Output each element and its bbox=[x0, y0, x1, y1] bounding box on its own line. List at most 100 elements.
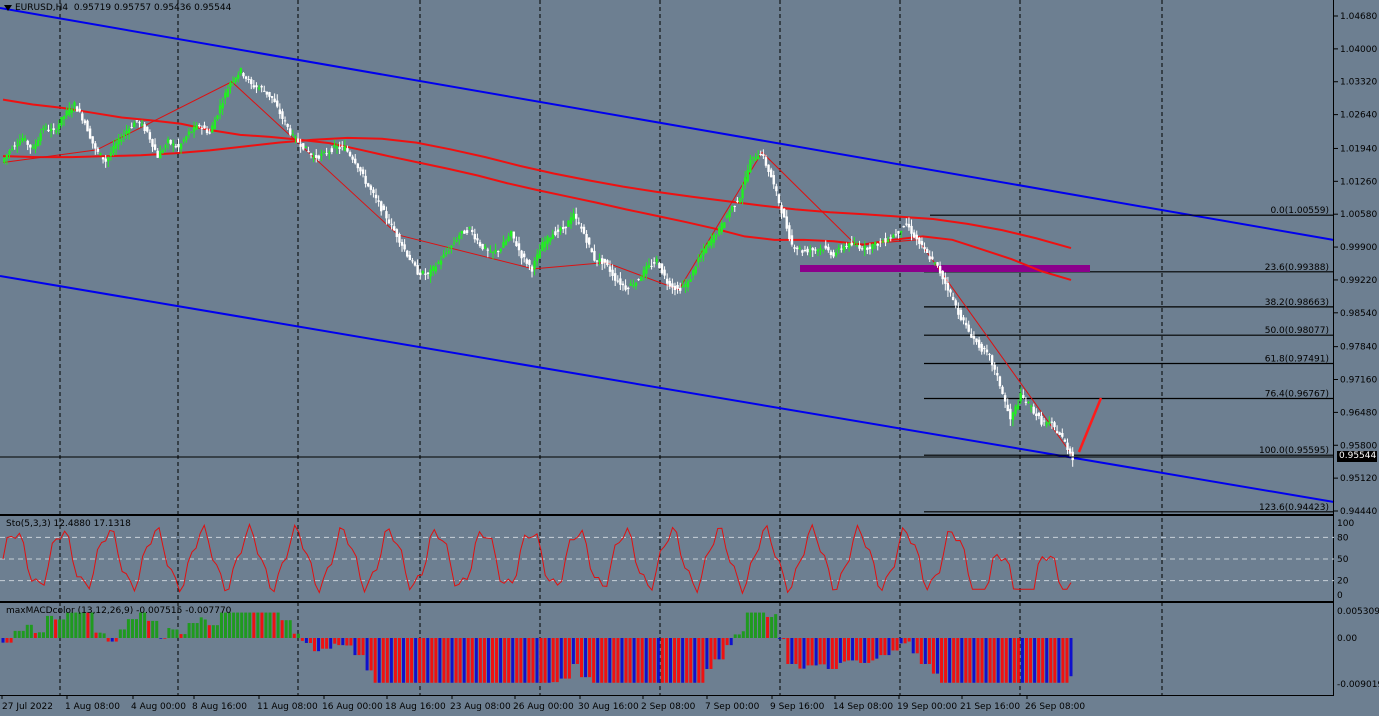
candle-body bbox=[593, 250, 596, 261]
candle-body bbox=[912, 232, 916, 238]
stoch-tick-label: 0 bbox=[1337, 591, 1343, 601]
candle-body bbox=[894, 234, 898, 236]
macd-bar bbox=[1061, 638, 1065, 683]
candle-body bbox=[598, 259, 601, 262]
macd-bar bbox=[175, 629, 179, 638]
candle-body bbox=[834, 252, 838, 256]
macd-bar bbox=[567, 638, 571, 679]
time-tick-label: 18 Aug 16:00 bbox=[385, 702, 446, 712]
macd-bar bbox=[600, 638, 604, 683]
macd-bar bbox=[118, 629, 122, 638]
time-grid bbox=[59, 0, 1163, 695]
candle-body bbox=[590, 248, 593, 253]
candle-body bbox=[743, 177, 747, 185]
macd-bar bbox=[325, 638, 329, 649]
macd-bar bbox=[329, 638, 333, 649]
macd-bar bbox=[143, 612, 147, 638]
candle-body bbox=[767, 164, 770, 173]
time-tick-label: 19 Sep 00:00 bbox=[897, 702, 957, 712]
macd-bar bbox=[628, 638, 632, 683]
candle-body bbox=[8, 151, 11, 154]
macd-bar bbox=[1045, 638, 1049, 683]
candle-body bbox=[351, 156, 354, 160]
time-tick-label: 26 Aug 00:00 bbox=[513, 702, 574, 712]
macd-bar bbox=[976, 638, 980, 683]
stoch-tick-label: 20 bbox=[1337, 577, 1349, 587]
candle-body bbox=[317, 155, 321, 159]
time-axis: 27 Jul 2022 1 Aug 08:00 4 Aug 00:00 8 Aug 1… bbox=[1, 695, 1085, 712]
macd-bar bbox=[814, 638, 818, 666]
candle-body bbox=[62, 115, 66, 120]
macd-bar bbox=[414, 638, 418, 683]
candle-body bbox=[775, 186, 778, 192]
ohlc-values: 0.95719 0.95757 0.95436 0.95544 bbox=[73, 3, 232, 13]
macd-bar bbox=[406, 638, 410, 683]
macd-bar bbox=[110, 638, 114, 642]
macd-bar bbox=[519, 638, 523, 683]
candle-body bbox=[915, 234, 918, 240]
candle-body bbox=[847, 243, 851, 248]
candle-body bbox=[512, 231, 516, 239]
macd-bar bbox=[296, 633, 300, 638]
candle-body bbox=[1071, 451, 1074, 461]
candle-body bbox=[166, 139, 170, 144]
candle-body bbox=[993, 364, 996, 370]
price-tick-label: 1.01940 bbox=[1340, 144, 1377, 154]
macd-header: maxMACDcolor (13,12,26,9) -0.007515 -0.0… bbox=[6, 606, 232, 616]
macd-bar bbox=[365, 638, 369, 671]
time-tick-label: 4 Aug 00:00 bbox=[131, 702, 186, 712]
candle-body bbox=[902, 225, 905, 228]
macd-bar bbox=[41, 632, 45, 638]
candle-body bbox=[268, 92, 271, 97]
macd-bar bbox=[681, 638, 685, 683]
candle-body bbox=[127, 128, 131, 134]
macd-bar bbox=[523, 638, 527, 683]
macd-bar bbox=[300, 638, 304, 641]
candle-body bbox=[250, 79, 253, 85]
macd-bar bbox=[782, 638, 786, 640]
candle-body bbox=[626, 287, 630, 290]
candle-body bbox=[1027, 402, 1030, 404]
time-tick-label: 9 Sep 16:00 bbox=[770, 702, 825, 712]
macd-bar bbox=[620, 638, 624, 683]
macd-bar bbox=[960, 638, 964, 683]
candle-body bbox=[816, 249, 820, 252]
candle-body bbox=[1035, 413, 1038, 416]
macd-bar bbox=[102, 633, 106, 638]
current-price-tag: 0.95544 bbox=[1337, 451, 1377, 462]
candle-body bbox=[151, 139, 154, 147]
candle-body bbox=[1019, 393, 1022, 402]
macd-bar bbox=[717, 638, 721, 660]
macd-bar bbox=[919, 638, 923, 664]
candle-body bbox=[751, 156, 755, 159]
macd-bar bbox=[794, 638, 798, 664]
candle-body bbox=[291, 134, 295, 136]
candle-body bbox=[390, 223, 393, 225]
candle-body bbox=[309, 153, 313, 156]
macd-bar bbox=[82, 612, 86, 638]
macd-bar bbox=[575, 638, 579, 664]
candle-body bbox=[278, 109, 282, 115]
candle-body bbox=[29, 144, 32, 148]
candle-body bbox=[819, 248, 822, 250]
macd-bar bbox=[713, 638, 717, 660]
macd-bar bbox=[964, 638, 968, 683]
macd-bar bbox=[996, 638, 1000, 683]
macd-bar bbox=[232, 612, 236, 638]
dropdown-icon[interactable] bbox=[4, 4, 12, 11]
candle-body bbox=[660, 263, 664, 274]
candle-body bbox=[322, 151, 326, 153]
macd-bar bbox=[992, 638, 996, 683]
macd-bar bbox=[353, 638, 357, 656]
macd-bar bbox=[685, 638, 689, 683]
macd-bar bbox=[1037, 638, 1041, 683]
candle-body bbox=[720, 223, 723, 233]
macd-bar bbox=[486, 638, 490, 683]
time-tick-label: 11 Aug 08:00 bbox=[257, 702, 318, 712]
candle-body bbox=[26, 140, 29, 145]
time-tick-label: 16 Aug 00:00 bbox=[322, 702, 383, 712]
candle-body bbox=[265, 91, 269, 95]
candle-body bbox=[213, 119, 217, 130]
candle-body bbox=[44, 126, 48, 128]
